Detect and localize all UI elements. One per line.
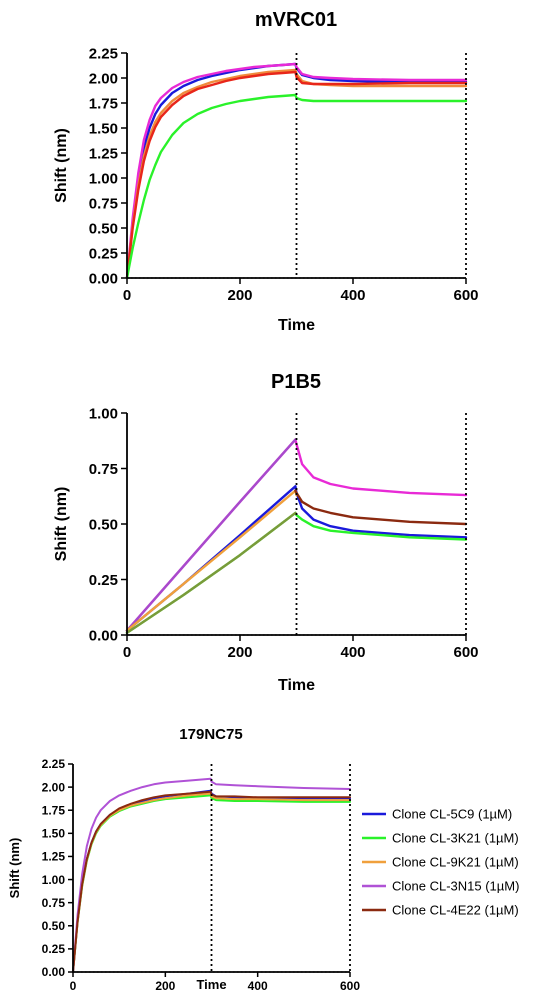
y-tick-label: 0.75 <box>42 896 66 910</box>
x-tick-label: 400 <box>248 979 268 993</box>
chart-title: 179NC75 <box>179 726 242 743</box>
y-axis-label: Shift (nm) <box>7 838 22 899</box>
y-tick-label: 0.25 <box>42 942 66 956</box>
y-tick-label: 1.50 <box>89 120 118 137</box>
y-tick-label: 0.50 <box>89 220 118 237</box>
x-axis-label: Time <box>278 677 315 694</box>
x-tick-label: 600 <box>340 979 360 993</box>
y-tick-label: 0.50 <box>42 919 66 933</box>
series-line-1 <box>125 62 468 280</box>
legend-label-2: Clone CL-9K21 (1µM) <box>392 855 519 870</box>
y-tick-label: 1.00 <box>42 873 66 887</box>
series-line-1 <box>125 438 297 632</box>
x-axis-label: Time <box>196 977 226 992</box>
y-tick-label: 0.00 <box>89 627 118 644</box>
series-line-4 <box>72 790 351 973</box>
y-tick-label: 2.00 <box>42 780 66 794</box>
series-line-4 <box>125 93 468 280</box>
x-tick-label: 600 <box>453 644 478 661</box>
x-tick-label: 0 <box>123 644 131 661</box>
y-tick-label: 1.75 <box>42 803 66 817</box>
chart-mvrc01: mVRC01 0.00 0.25 0.50 0.75 1.00 1.25 1.50 1.75 2.… <box>53 9 479 334</box>
chart-title: mVRC01 <box>255 9 337 31</box>
y-tick-label: 1.00 <box>89 405 118 422</box>
series-line-4 <box>294 489 468 526</box>
y-tick-label: 1.00 <box>89 170 118 187</box>
y-tick-label: 2.25 <box>89 45 118 62</box>
y-tick-label: 0.50 <box>89 516 118 533</box>
y-tick-label: 0.25 <box>89 245 118 262</box>
y-tick-label: 0.00 <box>89 270 118 287</box>
y-tick-label: 0.75 <box>89 461 118 478</box>
y-axis-label: Shift (nm) <box>53 128 70 203</box>
chart-title: P1B5 <box>271 371 321 393</box>
y-tick-label: 1.25 <box>42 850 66 864</box>
x-tick-label: 600 <box>453 287 478 304</box>
x-tick-label: 400 <box>340 644 365 661</box>
legend-label-0: Clone CL-5C9 (1µM) <box>392 807 512 822</box>
x-tick-label: 200 <box>155 979 175 993</box>
x-tick-label: 0 <box>123 287 131 304</box>
chart-179nc75: 179NC75 0.00 0.25 0.50 0.75 1.00 1.25 1.50 1.75 2… <box>7 726 519 993</box>
y-tick-label: 1.75 <box>89 95 118 112</box>
legend-label-3: Clone CL-3N15 (1µM) <box>392 879 519 894</box>
y-tick-label: 2.25 <box>42 757 66 771</box>
series-line-6 <box>125 511 297 634</box>
series-line-2 <box>125 485 468 632</box>
chart-p1b5: P1B5 0.00 0.25 0.50 0.75 1.00 0 200 400 600 Time Sh… <box>53 371 479 694</box>
y-tick-label: 1.25 <box>89 145 118 162</box>
legend-label-1: Clone CL-3K21 (1µM) <box>392 831 519 846</box>
y-tick-label: 0.25 <box>89 572 118 589</box>
x-tick-label: 0 <box>70 979 77 993</box>
y-axis-label: Shift (nm) <box>53 487 70 562</box>
x-tick-label: 200 <box>227 287 252 304</box>
x-axis-label: Time <box>278 317 315 334</box>
legend: Clone CL-5C9 (1µM) Clone CL-3K21 (1µM) Clo… <box>362 807 519 918</box>
series-line-3 <box>125 489 298 632</box>
legend-label-4: Clone CL-4E22 (1µM) <box>392 903 519 918</box>
series-line-3 <box>125 70 468 280</box>
y-tick-label: 1.50 <box>42 827 66 841</box>
y-tick-label: 2.00 <box>89 70 118 87</box>
x-tick-label: 400 <box>340 287 365 304</box>
x-tick-label: 200 <box>227 644 252 661</box>
series-line-3 <box>72 777 351 973</box>
y-tick-label: 0.75 <box>89 195 118 212</box>
y-tick-label: 0.00 <box>42 965 66 979</box>
